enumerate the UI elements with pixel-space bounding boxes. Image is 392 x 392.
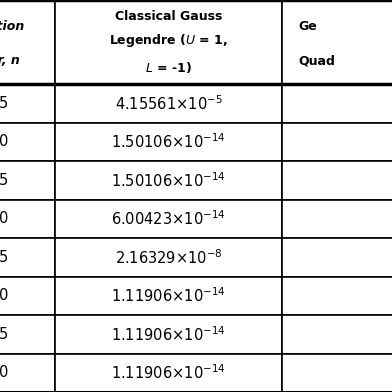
Text: Ge: Ge bbox=[298, 20, 317, 33]
Bar bbox=[0, 354, 55, 392]
Text: $\it{L}$ = -1): $\it{L}$ = -1) bbox=[145, 60, 192, 75]
Text: 0: 0 bbox=[0, 134, 9, 149]
Text: 1.11906$\times10^{-14}$: 1.11906$\times10^{-14}$ bbox=[111, 287, 226, 305]
Bar bbox=[55, 84, 282, 123]
Bar bbox=[0, 123, 55, 161]
Bar bbox=[0, 238, 55, 277]
Bar bbox=[0, 84, 55, 123]
Bar bbox=[282, 200, 392, 238]
Text: 1.11906$\times10^{-14}$: 1.11906$\times10^{-14}$ bbox=[111, 363, 226, 382]
Text: 0: 0 bbox=[0, 289, 9, 303]
Text: 1.11906$\times10^{-14}$: 1.11906$\times10^{-14}$ bbox=[111, 325, 226, 344]
Bar bbox=[55, 0, 282, 84]
Bar bbox=[282, 277, 392, 315]
Text: 1.50106$\times10^{-14}$: 1.50106$\times10^{-14}$ bbox=[111, 132, 226, 151]
Bar bbox=[0, 161, 55, 200]
Bar bbox=[55, 277, 282, 315]
Bar bbox=[282, 0, 392, 84]
Bar bbox=[55, 238, 282, 277]
Bar bbox=[282, 354, 392, 392]
Bar bbox=[282, 161, 392, 200]
Bar bbox=[0, 200, 55, 238]
Bar bbox=[282, 315, 392, 354]
Text: Quad: Quad bbox=[298, 54, 335, 67]
Text: 1.50106$\times10^{-14}$: 1.50106$\times10^{-14}$ bbox=[111, 171, 226, 190]
Text: 6.00423$\times10^{-14}$: 6.00423$\times10^{-14}$ bbox=[111, 210, 226, 228]
Bar bbox=[55, 123, 282, 161]
Text: Legendre ($\it{U}$ = 1,: Legendre ($\it{U}$ = 1, bbox=[109, 32, 228, 49]
Text: 5: 5 bbox=[0, 327, 9, 342]
Bar bbox=[0, 315, 55, 354]
Text: Classical Gauss: Classical Gauss bbox=[115, 10, 222, 24]
Text: 5: 5 bbox=[0, 96, 9, 111]
Bar bbox=[55, 354, 282, 392]
Bar bbox=[0, 277, 55, 315]
Bar bbox=[282, 123, 392, 161]
Text: 5: 5 bbox=[0, 250, 9, 265]
Bar bbox=[55, 315, 282, 354]
Bar bbox=[55, 200, 282, 238]
Text: 0: 0 bbox=[0, 365, 9, 380]
Text: 5: 5 bbox=[0, 173, 9, 188]
Bar bbox=[0, 0, 55, 84]
Text: 2.16329$\times10^{-8}$: 2.16329$\times10^{-8}$ bbox=[115, 248, 222, 267]
Bar bbox=[55, 161, 282, 200]
Bar bbox=[282, 84, 392, 123]
Bar bbox=[282, 238, 392, 277]
Text: 4.15561$\times10^{-5}$: 4.15561$\times10^{-5}$ bbox=[115, 94, 222, 113]
Text: er, n: er, n bbox=[0, 54, 19, 67]
Text: ration: ration bbox=[0, 20, 25, 33]
Text: 0: 0 bbox=[0, 211, 9, 227]
